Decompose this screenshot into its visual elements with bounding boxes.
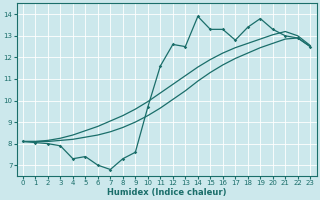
X-axis label: Humidex (Indice chaleur): Humidex (Indice chaleur) [107, 188, 226, 197]
